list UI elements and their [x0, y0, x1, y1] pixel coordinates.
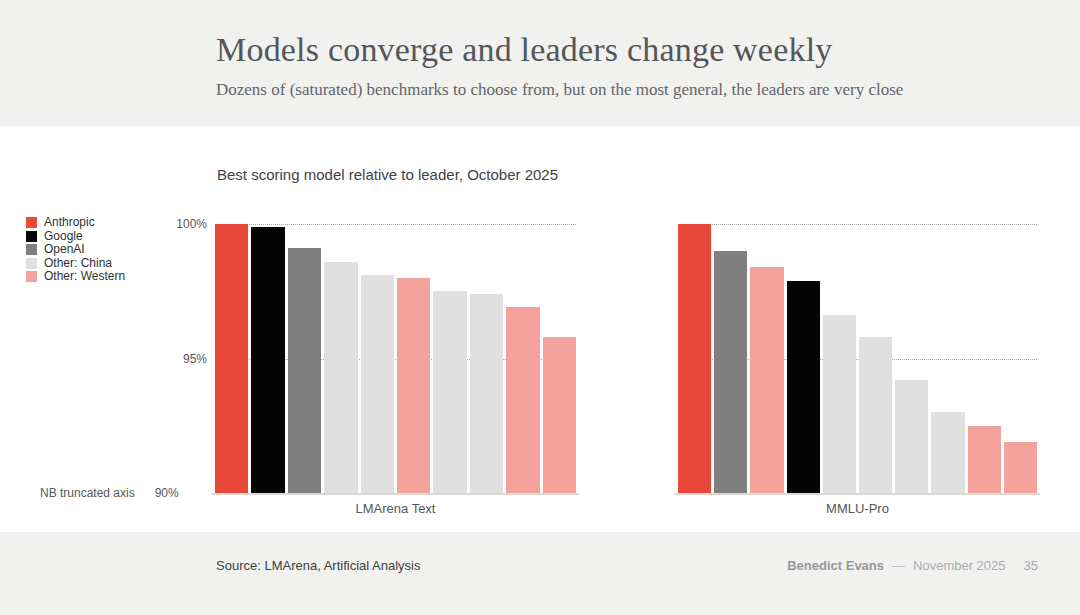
bar-china: [324, 262, 357, 493]
bar-china: [931, 412, 964, 493]
bar-china: [859, 337, 892, 493]
legend-label: Other: Western: [44, 271, 125, 282]
chart-x-label: MMLU-Pro: [678, 501, 1037, 516]
legend: Anthropic Google OpenAI Other: China Oth…: [26, 217, 125, 285]
chart-lmarena-text: LMArena Text: [215, 224, 576, 493]
x-axis-line: [212, 493, 579, 495]
footer-date: November 2025: [913, 558, 1006, 573]
bar-western: [1004, 442, 1037, 493]
y-tick-100: 100%: [127, 217, 207, 231]
footer-band: [0, 532, 1080, 615]
y-tick-95: 95%: [127, 352, 207, 366]
truncated-axis-note: NB truncated axis: [40, 486, 135, 500]
slide-title: Models converge and leaders change weekl…: [216, 31, 833, 69]
x-axis-line: [675, 493, 1040, 495]
page-number: 35: [1024, 558, 1038, 573]
bar-western: [397, 278, 430, 493]
bar-google: [787, 281, 820, 494]
legend-item-google: Google: [26, 231, 125, 242]
bar-google: [251, 227, 284, 493]
chart-title: Best scoring model relative to leader, O…: [217, 166, 558, 183]
bar-western: [750, 267, 783, 493]
chart-mmlu-pro: MMLU-Pro: [678, 224, 1037, 493]
bar-series: [678, 224, 1037, 493]
chart-x-label: LMArena Text: [215, 501, 576, 516]
legend-swatch-google: [26, 231, 37, 242]
source-credit: Source: LMArena, Artificial Analysis: [216, 558, 420, 573]
bar-western: [968, 426, 1001, 493]
bar-china: [823, 315, 856, 493]
legend-swatch-other-china: [26, 258, 37, 269]
legend-label: Anthropic: [44, 217, 95, 228]
footer-byline: Benedict Evans — November 2025 35: [787, 558, 1038, 573]
legend-label: Other: China: [44, 258, 112, 269]
bar-china: [895, 380, 928, 493]
bar-series: [215, 224, 576, 493]
bar-anthropic: [215, 224, 248, 493]
bar-china: [433, 291, 466, 493]
slide-subtitle: Dozens of (saturated) benchmarks to choo…: [216, 80, 903, 100]
bar-western: [506, 307, 539, 493]
legend-item-anthropic: Anthropic: [26, 217, 125, 228]
bar-western: [543, 337, 576, 493]
legend-swatch-other-western: [26, 271, 37, 282]
y-tick-90-row: NB truncated axis 90%: [40, 486, 179, 500]
legend-item-other-china: Other: China: [26, 258, 125, 269]
footer-author: Benedict Evans: [787, 558, 884, 573]
legend-label: Google: [44, 231, 83, 242]
legend-item-other-western: Other: Western: [26, 271, 125, 282]
bar-openai: [288, 248, 321, 493]
bar-china: [470, 294, 503, 493]
legend-item-openai: OpenAI: [26, 244, 125, 255]
footer-dash: —: [892, 558, 905, 573]
legend-swatch-openai: [26, 244, 37, 255]
bar-openai: [714, 251, 747, 493]
y-tick-90: 90%: [147, 486, 179, 500]
bar-china: [361, 275, 394, 493]
bar-anthropic: [678, 224, 711, 493]
legend-swatch-anthropic: [26, 217, 37, 228]
legend-label: OpenAI: [44, 244, 85, 255]
